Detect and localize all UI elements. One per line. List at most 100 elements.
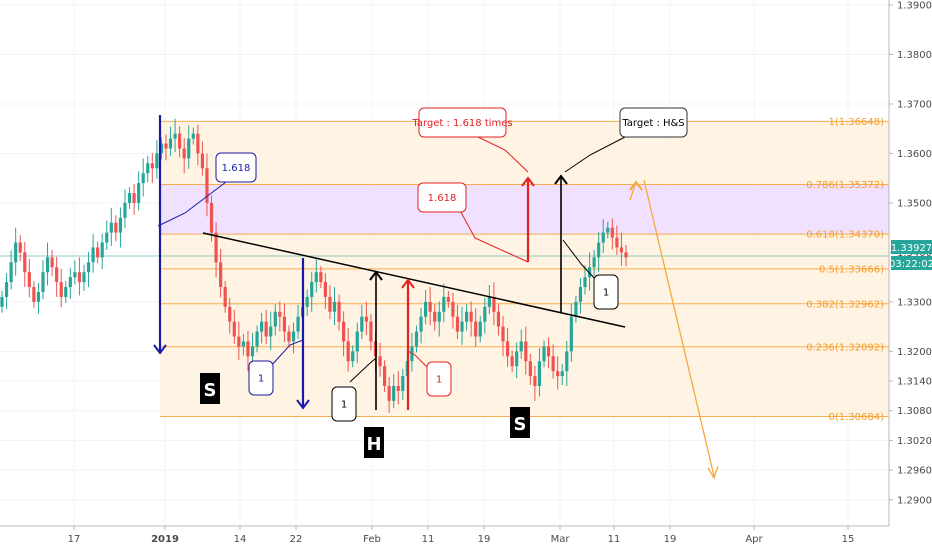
- candle-body: [269, 326, 273, 337]
- time-tick-label: 17: [68, 534, 81, 545]
- price-tick-label: 1.30800: [897, 406, 932, 417]
- candle-body: [246, 341, 250, 357]
- candle-body: [619, 247, 624, 253]
- candle-body: [296, 316, 300, 332]
- candle-body: [118, 217, 123, 233]
- candle-body: [73, 272, 77, 278]
- orange-projection-long: [643, 179, 715, 477]
- candle-body: [173, 133, 177, 139]
- candle-body: [209, 202, 214, 233]
- candle-body: [569, 316, 573, 352]
- candle-body: [551, 356, 555, 372]
- fib-level-label: 0.618(1.34370): [806, 230, 884, 241]
- last-price-label: 1.33927: [891, 243, 932, 254]
- candle-body: [428, 301, 432, 312]
- price-tick-label: 1.30200: [897, 436, 932, 447]
- candle-body: [237, 336, 241, 347]
- candle-body: [533, 376, 537, 386]
- candle-body: [423, 301, 428, 317]
- candle-body: [364, 316, 368, 322]
- candle-body: [414, 331, 419, 347]
- candle-body: [223, 287, 227, 307]
- price-tick-label: 1.31400: [897, 377, 932, 388]
- candle-body: [18, 242, 22, 253]
- callout-pointer: [269, 339, 304, 368]
- candle-body: [369, 321, 373, 342]
- candle-body: [55, 267, 59, 283]
- candle-body: [146, 163, 150, 174]
- candle-body: [351, 351, 355, 362]
- candle-body: [260, 321, 264, 332]
- candle-body: [446, 296, 450, 302]
- time-tick-label: 2019: [151, 534, 179, 545]
- time-tick-label: 22: [290, 534, 303, 545]
- fib-zone: [160, 268, 889, 304]
- candle-body: [469, 311, 473, 322]
- candle-body: [100, 242, 104, 258]
- candle-body: [606, 227, 610, 233]
- candle-body: [492, 296, 496, 312]
- candle-body: [346, 341, 350, 362]
- candle-body: [50, 257, 54, 268]
- candle-body: [378, 356, 382, 367]
- time-tick-label: 15: [842, 534, 855, 545]
- candle-body: [323, 282, 327, 297]
- candle-body: [196, 133, 200, 154]
- candle-body: [460, 321, 464, 332]
- candle-body: [451, 301, 455, 317]
- candle-body: [601, 232, 605, 243]
- callout-one-red: 1: [436, 375, 442, 386]
- callout-target-1618: Target : 1.618 times: [411, 118, 512, 129]
- label-left-shoulder-box: [200, 373, 220, 404]
- candle-body: [137, 183, 141, 203]
- time-tick-label: 14: [234, 534, 247, 545]
- candle-body: [556, 371, 560, 377]
- label-right-shoulder-box: [510, 407, 530, 438]
- orange-projection-head: [707, 465, 719, 480]
- candle-body: [537, 361, 542, 386]
- candle-body: [123, 202, 127, 218]
- fib-level-label: 0.236(1.32092): [806, 342, 884, 353]
- arrow-head: [554, 174, 568, 185]
- candle-body: [150, 163, 154, 169]
- candle-body: [264, 321, 268, 337]
- candle-body: [96, 247, 100, 258]
- callout-blue-1618-box: [215, 152, 257, 183]
- label-head: H: [366, 434, 381, 455]
- candle-body: [319, 272, 323, 283]
- price-tick-label: 1.39000: [897, 1, 932, 12]
- candle-body: [114, 222, 118, 233]
- candle-body: [515, 351, 519, 367]
- price-tick-label: 1.29600: [897, 466, 932, 477]
- candle-body: [387, 385, 391, 401]
- last-price-badge: 1.33927 03:22:02: [889, 240, 932, 270]
- callout-pointer: [456, 204, 529, 263]
- candle-body: [109, 222, 113, 233]
- label-right-shoulder: S: [514, 414, 527, 435]
- fib-zone: [160, 184, 889, 235]
- callout-pointer: [349, 357, 377, 383]
- candle-body: [132, 193, 136, 203]
- candle-body: [82, 272, 86, 283]
- candle-body: [483, 306, 487, 322]
- candle-body: [419, 316, 423, 332]
- candle-body: [487, 296, 491, 307]
- price-tick-label: 1.38000: [897, 50, 932, 61]
- candle-body: [392, 385, 396, 401]
- candle-body: [455, 316, 460, 332]
- candle-body: [501, 326, 505, 342]
- callout-target-hs: Target : H&S: [621, 118, 684, 129]
- callout-blue-1618: 1.618: [222, 163, 251, 174]
- candle-body: [342, 321, 346, 342]
- fib-zone: [160, 234, 889, 269]
- candle-body: [546, 346, 551, 357]
- callout-one-blue-box: [248, 360, 274, 396]
- candle-body: [442, 296, 446, 312]
- price-tick-label: 1.32000: [897, 347, 932, 358]
- candle-body: [433, 311, 437, 322]
- candle-body: [23, 252, 27, 273]
- arrow-head: [296, 399, 310, 410]
- time-tick-label: 11: [422, 534, 435, 545]
- time-axis[interactable]: [0, 526, 932, 550]
